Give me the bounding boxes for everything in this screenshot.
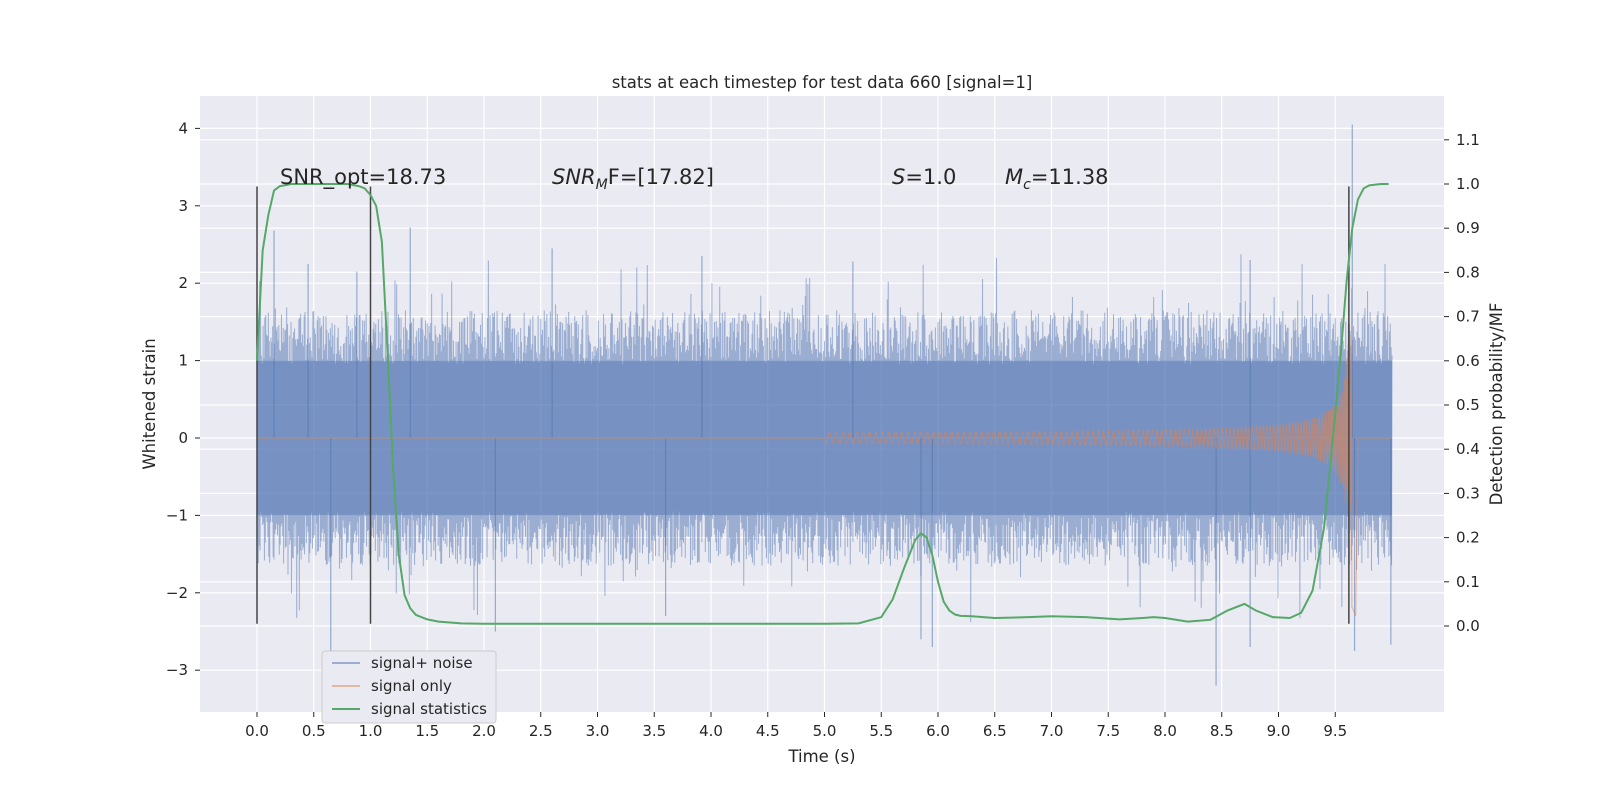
chart-title: stats at each timestep for test data 660… xyxy=(612,73,1033,92)
y2-tick-label: 0.8 xyxy=(1456,263,1480,281)
mc-annotation: Mc=11.38 xyxy=(1005,165,1109,193)
x-tick-label: 0.0 xyxy=(245,722,269,740)
x-axis-label: Time (s) xyxy=(787,747,855,766)
x-tick-label: 6.0 xyxy=(926,722,950,740)
signal-only-line xyxy=(257,288,1392,617)
y2-tick-label: 0.9 xyxy=(1456,219,1480,237)
y-tick-label: −2 xyxy=(166,584,188,602)
y-tick-label: 0 xyxy=(178,429,188,447)
signal-noise-line xyxy=(256,254,1393,623)
x-tick-label: 6.5 xyxy=(983,722,1007,740)
s-value: =1.0 xyxy=(905,165,956,189)
snr-mf-symbol: SNR xyxy=(552,165,596,189)
y2-tick-label: 1.1 xyxy=(1456,131,1480,149)
y-tick-label: −1 xyxy=(166,506,188,524)
y2-tick-label: 0.5 xyxy=(1456,396,1480,414)
legend-box xyxy=(321,650,497,724)
y2-tick-label: 0.1 xyxy=(1456,573,1480,591)
y2-tick-label: 1.0 xyxy=(1456,175,1480,193)
x-tick-label: 7.0 xyxy=(1040,722,1064,740)
mc-subscript: c xyxy=(1023,177,1031,193)
s-symbol: S xyxy=(892,165,905,189)
mc-symbol: M xyxy=(1005,165,1023,189)
snr-opt-annotation: SNR_opt=18.73 xyxy=(280,165,446,190)
x-tick-label: 7.5 xyxy=(1096,722,1120,740)
x-tick-label: 4.5 xyxy=(756,722,780,740)
y-tick-label: 4 xyxy=(178,119,188,137)
y-axis-ticks: 4 3 2 1 0 −1 −2 −3 xyxy=(166,119,200,679)
y-tick-label: 1 xyxy=(178,352,188,370)
y-tick-label: 3 xyxy=(178,197,188,215)
x-tick-label: 4.0 xyxy=(699,722,723,740)
x-tick-label: 3.0 xyxy=(586,722,610,740)
s-annotation: S=1.0 xyxy=(892,165,956,189)
y2-tick-label: 0.7 xyxy=(1456,308,1480,326)
y-tick-label: 2 xyxy=(178,274,188,292)
y-axis-label: Whitened strain xyxy=(140,338,159,469)
legend: signal+ noise signal only signal statist… xyxy=(321,650,497,724)
x-tick-label: 1.5 xyxy=(415,722,439,740)
x-tick-label: 3.5 xyxy=(642,722,666,740)
x-tick-label: 5.5 xyxy=(869,722,893,740)
y-tick-label: −3 xyxy=(166,661,188,679)
y2-tick-label: 0.4 xyxy=(1456,440,1480,458)
signal-statistics-series xyxy=(256,183,1389,625)
snr-mf-value: F=[17.82] xyxy=(608,165,714,189)
legend-label-signal-only: signal only xyxy=(371,677,452,695)
y2-tick-label: 0.3 xyxy=(1456,484,1480,502)
signal-statistics-line xyxy=(256,183,1389,625)
y2-axis-ticks: 1.1 1.0 0.9 0.8 0.7 0.6 0.5 0.4 0.3 0.2 0.1 0.0 xyxy=(1444,131,1480,635)
x-tick-label: 9.5 xyxy=(1323,722,1347,740)
y2-tick-label: 0.6 xyxy=(1456,352,1480,370)
signal-only-series xyxy=(257,288,1392,617)
x-axis-ticks: 0.0 0.5 1.0 1.5 2.0 2.5 3.0 3.5 4.0 4.5 5.0 5.5 6.0 6… xyxy=(245,712,1347,740)
mc-value: =11.38 xyxy=(1031,165,1109,189)
legend-label-signal-statistics: signal statistics xyxy=(371,700,487,718)
x-tick-label: 9.0 xyxy=(1267,722,1291,740)
x-tick-label: 2.5 xyxy=(529,722,553,740)
legend-label-signal-noise: signal+ noise xyxy=(371,654,473,672)
snr-mf-annotation: SNRMF=[17.82] xyxy=(552,165,714,193)
x-tick-label: 1.0 xyxy=(359,722,383,740)
x-tick-label: 0.5 xyxy=(302,722,326,740)
x-tick-label: 2.0 xyxy=(472,722,496,740)
x-tick-label: 5.0 xyxy=(813,722,837,740)
x-tick-label: 8.0 xyxy=(1153,722,1177,740)
y2-tick-label: 0.0 xyxy=(1456,617,1480,635)
y2-tick-label: 0.2 xyxy=(1456,529,1480,547)
x-tick-label: 8.5 xyxy=(1210,722,1234,740)
snr-mf-subscript: M xyxy=(596,177,608,193)
y2-axis-label: Detection probability/MF xyxy=(1487,303,1506,506)
